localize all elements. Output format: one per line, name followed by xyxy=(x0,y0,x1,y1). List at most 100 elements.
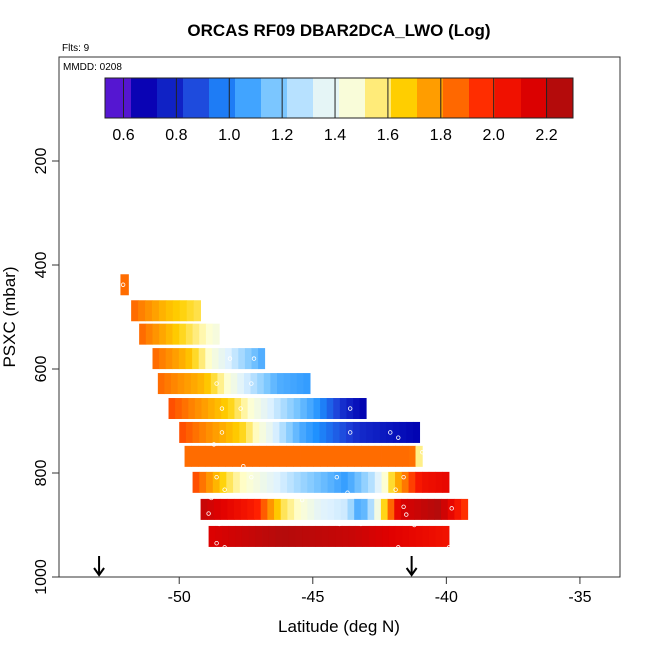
heatmap-cell xyxy=(381,445,389,467)
sample-point xyxy=(222,487,227,492)
heatmap-cell xyxy=(300,445,308,467)
heatmap-cell xyxy=(247,398,255,420)
heatmap-cell xyxy=(339,398,347,420)
sample-point xyxy=(249,381,254,386)
y-tick-label: 800 xyxy=(33,460,50,487)
heatmap-cell xyxy=(340,445,348,467)
heatmap-cell xyxy=(333,398,341,420)
heatmap-cell xyxy=(231,348,239,370)
colorbar-tick-label: 1.0 xyxy=(218,127,240,144)
heatmap-cell xyxy=(428,471,436,493)
heatmap-cell xyxy=(212,421,220,443)
heatmap-cell xyxy=(235,525,243,547)
heatmap-cell xyxy=(238,445,247,467)
sample-point xyxy=(404,512,409,517)
heatmap-cell xyxy=(407,498,415,520)
arrow-markers xyxy=(93,556,418,577)
heatmap-cell xyxy=(334,471,342,493)
heatmap-cell xyxy=(172,300,181,322)
y-axis: 200 400 600 800 1000 xyxy=(33,148,59,595)
heatmap-cell xyxy=(295,525,303,547)
sample-point xyxy=(337,521,342,527)
heatmap-cell xyxy=(204,445,213,467)
x-axis-label: Latitude (deg N) xyxy=(278,617,400,636)
heatmap-cell xyxy=(341,471,349,493)
sample-point xyxy=(356,552,361,558)
heatmap-cell xyxy=(327,445,335,467)
heatmap-cell xyxy=(207,498,215,520)
heatmap-cell xyxy=(306,398,314,420)
heatmap-cell xyxy=(208,525,216,547)
sample-point xyxy=(299,497,305,503)
heatmap-cell xyxy=(245,445,253,467)
heatmap-cell xyxy=(292,421,300,443)
heatmap-cell xyxy=(213,498,222,520)
heatmap-cell xyxy=(395,525,403,547)
heatmap-cell xyxy=(422,525,430,547)
heatmap-cell xyxy=(226,471,234,493)
heatmap-cell xyxy=(380,498,388,520)
heatmap-cell xyxy=(244,348,252,370)
heatmap-cell xyxy=(145,300,153,322)
heatmap-cell xyxy=(368,471,376,493)
heatmap-cell xyxy=(205,348,213,370)
heatmap-cell xyxy=(287,471,295,493)
heatmap-cell xyxy=(197,373,205,395)
heatmap-cell xyxy=(234,398,242,420)
heatmap-cell xyxy=(354,445,362,467)
heatmap-cell xyxy=(381,471,389,493)
y-tick-label: 1000 xyxy=(33,559,50,595)
heatmap-cell xyxy=(179,421,187,443)
heatmap-band xyxy=(168,398,367,420)
heatmap-cell xyxy=(401,445,410,467)
heatmap-cell xyxy=(442,525,450,547)
heatmap-cell xyxy=(353,398,361,420)
heatmap-cell xyxy=(159,348,167,370)
heatmap-cell xyxy=(241,525,250,547)
heatmap-cell xyxy=(165,300,174,322)
heatmap-cell xyxy=(257,373,265,395)
colorbar-swatch xyxy=(261,78,288,118)
heatmap-cell xyxy=(320,398,328,420)
heatmap-cell xyxy=(412,421,421,443)
sample-point xyxy=(209,495,214,501)
heatmap-cell xyxy=(328,525,336,547)
heatmap-cell xyxy=(302,525,310,547)
sample-point xyxy=(206,511,211,516)
heatmap-cell xyxy=(296,373,304,395)
heatmap-cell xyxy=(227,498,235,520)
heatmap-cell xyxy=(224,373,232,395)
heatmap-cell xyxy=(293,398,301,420)
heatmap-band xyxy=(139,323,220,345)
x-tick-label: -50 xyxy=(168,589,191,606)
heatmap-cell xyxy=(267,498,275,520)
y-tick-label: 400 xyxy=(33,252,50,279)
heatmap-cell xyxy=(199,323,207,345)
sample-point xyxy=(388,430,393,435)
heatmap-cell xyxy=(251,348,259,370)
heatmap-cell xyxy=(268,525,276,547)
heatmap-cell xyxy=(263,373,271,395)
heatmap-cell xyxy=(215,525,223,547)
heatmap-cell xyxy=(266,445,274,467)
sample-point xyxy=(446,545,452,550)
sample-point xyxy=(214,541,219,546)
heatmap-cell xyxy=(388,525,396,547)
heatmap-cell xyxy=(326,421,334,443)
heatmap-cell xyxy=(354,498,362,520)
heatmap-cell xyxy=(214,398,222,420)
heatmap-cell xyxy=(300,471,308,493)
x-tick-label: -45 xyxy=(301,589,324,606)
heatmap-cell xyxy=(178,348,186,370)
sample-point xyxy=(227,356,233,361)
heatmap-cell xyxy=(279,421,287,443)
heatmap-cell xyxy=(406,421,414,443)
sample-point xyxy=(396,545,401,550)
heatmap-cell xyxy=(441,498,449,520)
heatmap-cell xyxy=(382,525,390,547)
heatmap-cell xyxy=(218,348,226,370)
heatmap-cell xyxy=(388,471,396,493)
heatmap-cell xyxy=(275,525,283,547)
heatmap-cell xyxy=(354,471,362,493)
heatmap-cell xyxy=(402,525,410,547)
